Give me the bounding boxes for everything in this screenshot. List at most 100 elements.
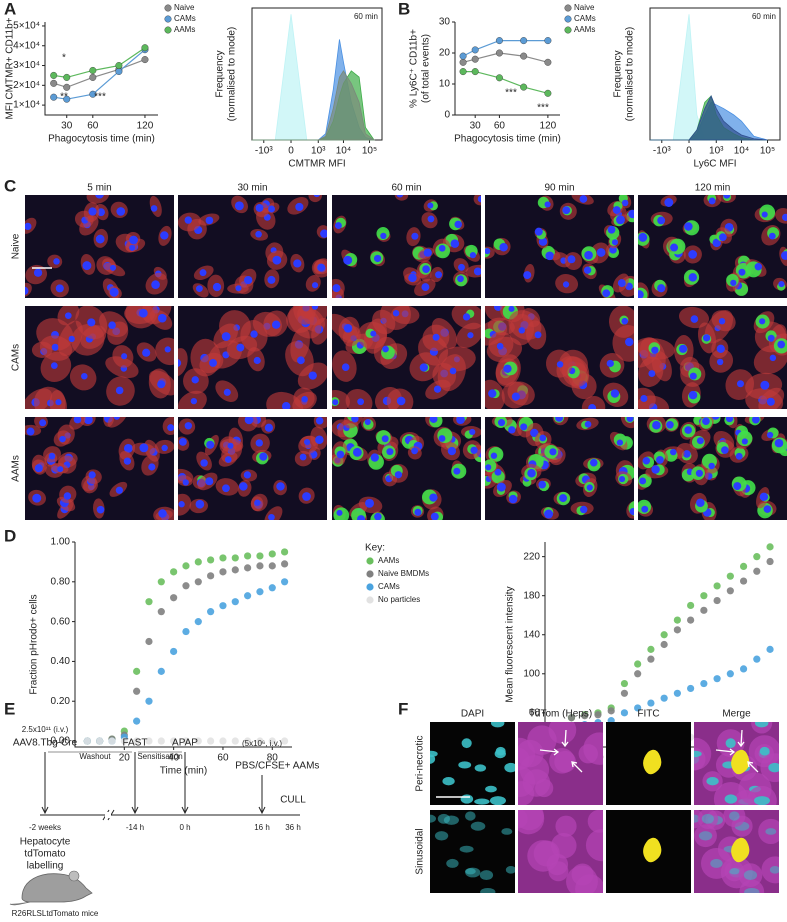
x-axis-label: Time (min) (160, 766, 207, 777)
data-point (544, 89, 552, 97)
nucleus (95, 195, 104, 199)
x-tick-label: 30 (61, 121, 73, 132)
nucleus (496, 342, 504, 350)
nucleus (744, 887, 760, 893)
nucleus (684, 222, 693, 231)
nucleus (538, 237, 548, 246)
y-tick-label: 4×10⁴ (13, 40, 40, 51)
legend-label: No particles (378, 595, 420, 604)
data-point (63, 95, 71, 103)
arrow (715, 748, 736, 756)
hepatocyte (548, 722, 577, 744)
image (332, 417, 481, 520)
nucleus (34, 464, 43, 473)
nucleus (179, 438, 187, 446)
nucleus (272, 255, 282, 265)
nucleus (723, 195, 731, 199)
nucleus (109, 264, 117, 271)
fitc-cell (731, 749, 750, 775)
y-tick-label: 140 (523, 629, 540, 640)
nucleus (698, 831, 713, 841)
nucleus (530, 428, 539, 438)
data-point (170, 568, 178, 576)
nucleus (453, 467, 461, 475)
nucleus (302, 492, 311, 501)
image (638, 417, 787, 520)
legend-label: AAMs (174, 25, 195, 34)
fitc-cell (643, 837, 662, 863)
nucleus (763, 505, 772, 513)
data-point (89, 90, 97, 98)
data-point (268, 550, 276, 558)
nucleus (442, 777, 455, 786)
nucleus (190, 397, 198, 405)
nucleus (212, 282, 222, 292)
data-point (567, 714, 576, 722)
nucleus (299, 453, 307, 461)
nucleus (392, 309, 400, 317)
data-point (700, 592, 708, 600)
x-tick-label: 120 (137, 121, 154, 132)
panel-label: E (4, 699, 15, 718)
legend-marker (366, 557, 374, 565)
x-tick-label: 120 (540, 121, 557, 132)
break-gap (105, 812, 111, 818)
hepatocyte (518, 737, 536, 770)
hepatocyte (554, 750, 577, 773)
nucleus (423, 248, 432, 257)
nucleus (703, 334, 711, 342)
image (485, 306, 634, 409)
nucleus (508, 306, 515, 312)
data-point (157, 737, 165, 745)
image-background (430, 722, 515, 805)
data-point (108, 737, 116, 745)
nucleus (588, 404, 597, 409)
column-header: 120 min (695, 183, 731, 194)
image (606, 810, 691, 893)
nucleus (504, 762, 515, 773)
hepatocyte (713, 782, 748, 805)
data-point (194, 737, 202, 745)
nucleus (255, 204, 264, 212)
event-arrow (131, 752, 139, 815)
nucleus (656, 455, 664, 464)
nucleus (408, 273, 417, 283)
legend-marker (366, 583, 374, 591)
nucleus (625, 337, 634, 347)
nucleus (87, 318, 96, 327)
image (178, 195, 327, 298)
nucleus (381, 435, 389, 443)
data-point (581, 712, 589, 720)
nucleus (427, 215, 435, 223)
nucleus (244, 417, 254, 425)
nucleus (706, 777, 719, 786)
timeline-label: CULL (280, 795, 306, 806)
nucleus (469, 428, 476, 435)
timeline-label: AAV8.Tbg-Cre (13, 738, 78, 749)
nucleus (777, 340, 786, 349)
time-label: 36 h (285, 823, 301, 832)
x-tick-label: 10³ (709, 146, 724, 157)
nucleus (26, 427, 35, 436)
data-point (231, 566, 239, 574)
nucleus (129, 244, 136, 251)
column-header: TdTom (Heps) (529, 709, 592, 720)
nucleus (157, 380, 166, 389)
nucleus (139, 308, 148, 318)
column-header: 5 min (87, 183, 111, 194)
nucleus (490, 722, 505, 728)
nucleus (352, 447, 362, 457)
nucleus (778, 280, 785, 288)
nucleus (657, 216, 666, 225)
nucleus (63, 492, 72, 500)
arrow (561, 729, 569, 748)
data-point (766, 543, 774, 551)
data-point (89, 73, 97, 81)
nucleus (123, 443, 133, 453)
nucleus (421, 283, 430, 292)
nucleus (725, 417, 734, 423)
nucleus (313, 195, 320, 198)
timeline-label: R26RLSLtdTomato mice (12, 909, 99, 918)
arrow (571, 761, 583, 773)
nucleus (606, 359, 614, 368)
